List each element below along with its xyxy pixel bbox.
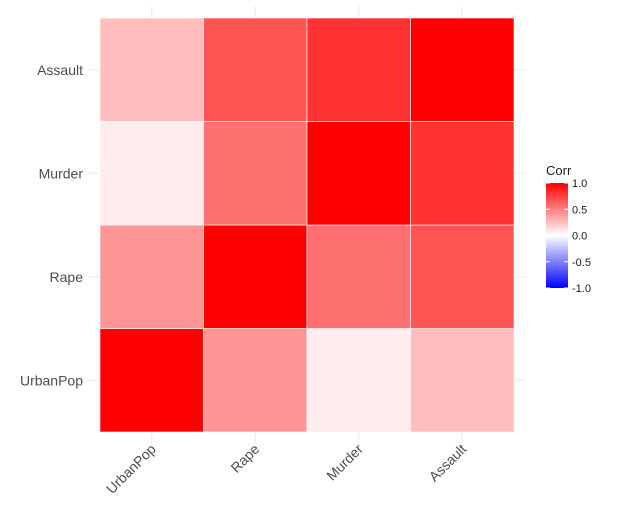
legend-tick-label: 0.0 <box>572 231 587 243</box>
x-tick-label: UrbanPop <box>103 441 159 497</box>
color-legend: Corr 1.0 0.5 0.0 -0.5 -1.0 <box>546 163 591 295</box>
heatmap-tile <box>203 121 308 226</box>
heatmap-tile <box>203 17 308 122</box>
legend-tick-label: 1.0 <box>572 178 587 190</box>
legend-tick-label: -1.0 <box>572 283 591 295</box>
heatmap-tile <box>99 121 204 226</box>
legend-color-bar <box>546 183 568 288</box>
x-tick-label: Assault <box>426 441 470 485</box>
heatmap-tile <box>306 17 411 122</box>
y-tick-label: Assault <box>37 62 83 78</box>
heatmap-tile <box>203 328 308 433</box>
y-axis-labels: UrbanPop Rape Murder Assault <box>20 62 83 389</box>
y-tick-label: Murder <box>39 165 84 181</box>
heatmap-tile <box>410 121 515 226</box>
heatmap-tile <box>410 224 515 329</box>
heatmap-tile <box>410 328 515 433</box>
heatmap-tile <box>306 328 411 433</box>
heatmap-tile <box>410 17 515 122</box>
x-tick-label: Murder <box>323 441 366 484</box>
legend-tick-label: -0.5 <box>572 257 591 269</box>
heatmap-tiles <box>99 17 515 433</box>
heatmap-tile <box>99 17 204 122</box>
heatmap-tile <box>306 121 411 226</box>
heatmap-tile <box>99 328 204 433</box>
heatmap-tile <box>306 224 411 329</box>
legend-title: Corr <box>546 163 572 178</box>
legend-tick-label: 0.5 <box>572 204 587 216</box>
heatmap-tile <box>203 224 308 329</box>
y-tick-label: UrbanPop <box>20 372 83 388</box>
x-axis-labels: UrbanPop Rape Murder Assault <box>103 441 469 497</box>
legend-ticks: 1.0 0.5 0.0 -0.5 -1.0 <box>546 178 591 295</box>
x-tick-label: Rape <box>227 441 262 476</box>
heatmap-tile <box>99 224 204 329</box>
y-tick-label: Rape <box>50 269 84 285</box>
